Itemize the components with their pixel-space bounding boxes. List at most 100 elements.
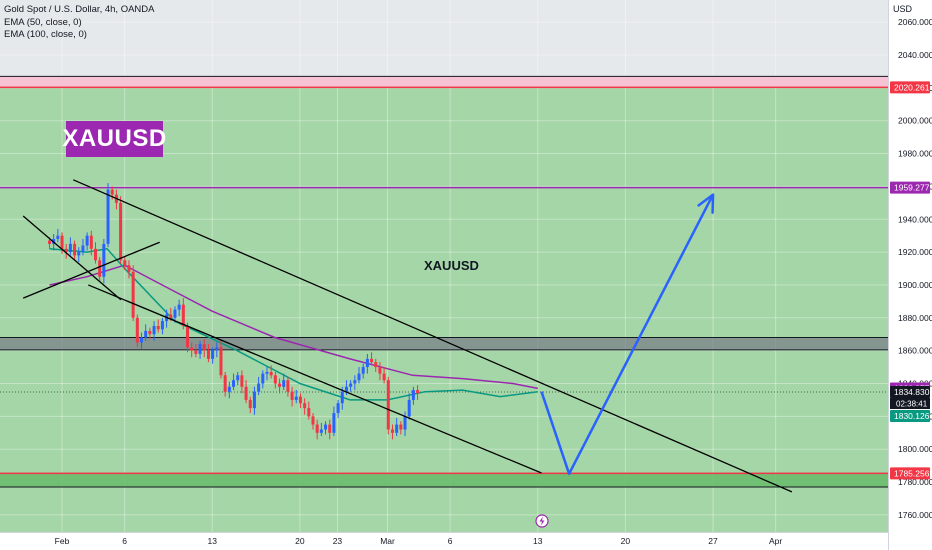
- candle-body: [206, 350, 210, 359]
- trendlines: [22, 179, 793, 493]
- level-price-labels: 2020.2611959.2771785.2561836.9771834.830…: [890, 81, 930, 480]
- candle-body: [328, 424, 332, 433]
- price-zone: [0, 76, 888, 88]
- candle-body: [252, 391, 256, 409]
- y-tick-label: 1940.000: [898, 214, 932, 224]
- price-zone: [0, 473, 888, 487]
- candle-body: [127, 265, 131, 272]
- x-tick-label: 13: [533, 536, 543, 546]
- x-tick-label: 6: [448, 536, 453, 546]
- y-tick-label: 1780.000: [898, 477, 932, 487]
- candle-body: [269, 372, 273, 376]
- candle-body: [324, 424, 328, 430]
- candle-body: [148, 330, 152, 335]
- price-label: 1830.126: [894, 411, 930, 421]
- candle-body: [411, 390, 415, 400]
- candle-body: [365, 358, 369, 368]
- time-axis[interactable]: Feb 6 13 20 23 Mar 6 13 20 27 Apr: [0, 532, 888, 550]
- candle-body: [102, 243, 106, 277]
- candle-body: [156, 326, 160, 330]
- candle-body: [265, 372, 269, 374]
- candles: [47, 183, 420, 440]
- candle-body: [219, 347, 223, 376]
- legend-ema100: EMA (100, close, 0): [4, 29, 87, 40]
- candle-body: [332, 413, 336, 433]
- candle-body: [85, 235, 89, 246]
- legend-ema50: EMA (50, close, 0): [4, 16, 82, 28]
- candle-body: [286, 380, 290, 392]
- background-neutral: [0, 0, 888, 87]
- candle-body: [416, 390, 420, 394]
- candle-body: [307, 408, 311, 417]
- x-tick-label: Apr: [769, 536, 782, 546]
- candle-body: [194, 350, 198, 354]
- candle-body: [110, 189, 114, 195]
- candle-body: [227, 386, 231, 392]
- candle-body: [261, 373, 265, 384]
- price-label: 1959.277: [894, 183, 930, 193]
- x-tick-label: Feb: [55, 536, 70, 546]
- candle-body: [361, 367, 365, 374]
- projection-path: [540, 194, 715, 476]
- grid-lines: [0, 87, 888, 516]
- candle-body: [378, 367, 382, 374]
- candle-body: [106, 189, 110, 244]
- candle-body: [181, 304, 185, 327]
- price-label-bg: [890, 409, 930, 422]
- candle-body: [236, 375, 240, 381]
- x-tick-label: Mar: [380, 536, 395, 546]
- candle-body: [257, 383, 261, 392]
- y-tick-label: 2060.000: [898, 17, 932, 27]
- legend-symbol: Gold Spot / U.S. Dollar, 4h, OANDA: [4, 4, 155, 15]
- bolt-icon[interactable]: [535, 514, 549, 528]
- candle-body: [68, 243, 72, 253]
- trendline: [73, 179, 793, 493]
- x-tick-label: 23: [333, 536, 343, 546]
- time-axis-background: [0, 532, 888, 550]
- candle-body: [64, 248, 68, 253]
- candle-body: [160, 321, 164, 330]
- candle-body: [169, 314, 173, 318]
- candle-body: [370, 358, 374, 363]
- price-label-bg: [890, 385, 930, 398]
- candle-body: [244, 386, 248, 400]
- x-tick-label: 27: [708, 536, 718, 546]
- price-label: 1834.830: [894, 387, 930, 397]
- candle-body: [390, 429, 394, 433]
- price-label: 2020.261: [894, 82, 930, 92]
- candle-body: [123, 260, 127, 266]
- candle-body: [211, 350, 215, 359]
- candle-body: [273, 375, 277, 384]
- candle-body: [315, 424, 319, 433]
- candle-body: [282, 380, 286, 387]
- candle-body: [240, 375, 244, 387]
- y-tick-label: 1860.000: [898, 346, 932, 356]
- x-tick-labels: Feb 6 13 20 23 Mar 6 13 20 27 Apr: [55, 536, 783, 546]
- candle-body: [395, 424, 399, 433]
- candle-body: [232, 380, 236, 387]
- candle-body: [374, 362, 378, 368]
- candle-body: [47, 240, 51, 244]
- price-label: 1785.256: [894, 468, 930, 478]
- x-tick-label: 20: [621, 536, 631, 546]
- candle-body: [119, 202, 123, 261]
- y-tick-label: 1760.000: [898, 510, 932, 520]
- countdown-bg: [890, 397, 930, 409]
- candle-body: [198, 344, 202, 354]
- candle-body: [382, 373, 386, 381]
- ema50-path: [49, 247, 538, 401]
- candle-body: [340, 391, 344, 404]
- candle-body: [294, 396, 298, 400]
- projection-arrowhead: [697, 193, 715, 214]
- countdown-label: 02:38:41: [896, 399, 928, 408]
- candle-body: [336, 403, 340, 414]
- symbol-badge: XAUUSD: [62, 121, 166, 157]
- candle-body: [298, 396, 302, 404]
- x-tick-label: 20: [295, 536, 305, 546]
- candle-body: [311, 416, 315, 425]
- x-tick-label: 13: [208, 536, 218, 546]
- candle-body: [344, 386, 348, 392]
- price-axis[interactable]: 1760.0001780.0001800.0001820.0001840.000…: [888, 0, 932, 550]
- candle-body: [60, 235, 64, 249]
